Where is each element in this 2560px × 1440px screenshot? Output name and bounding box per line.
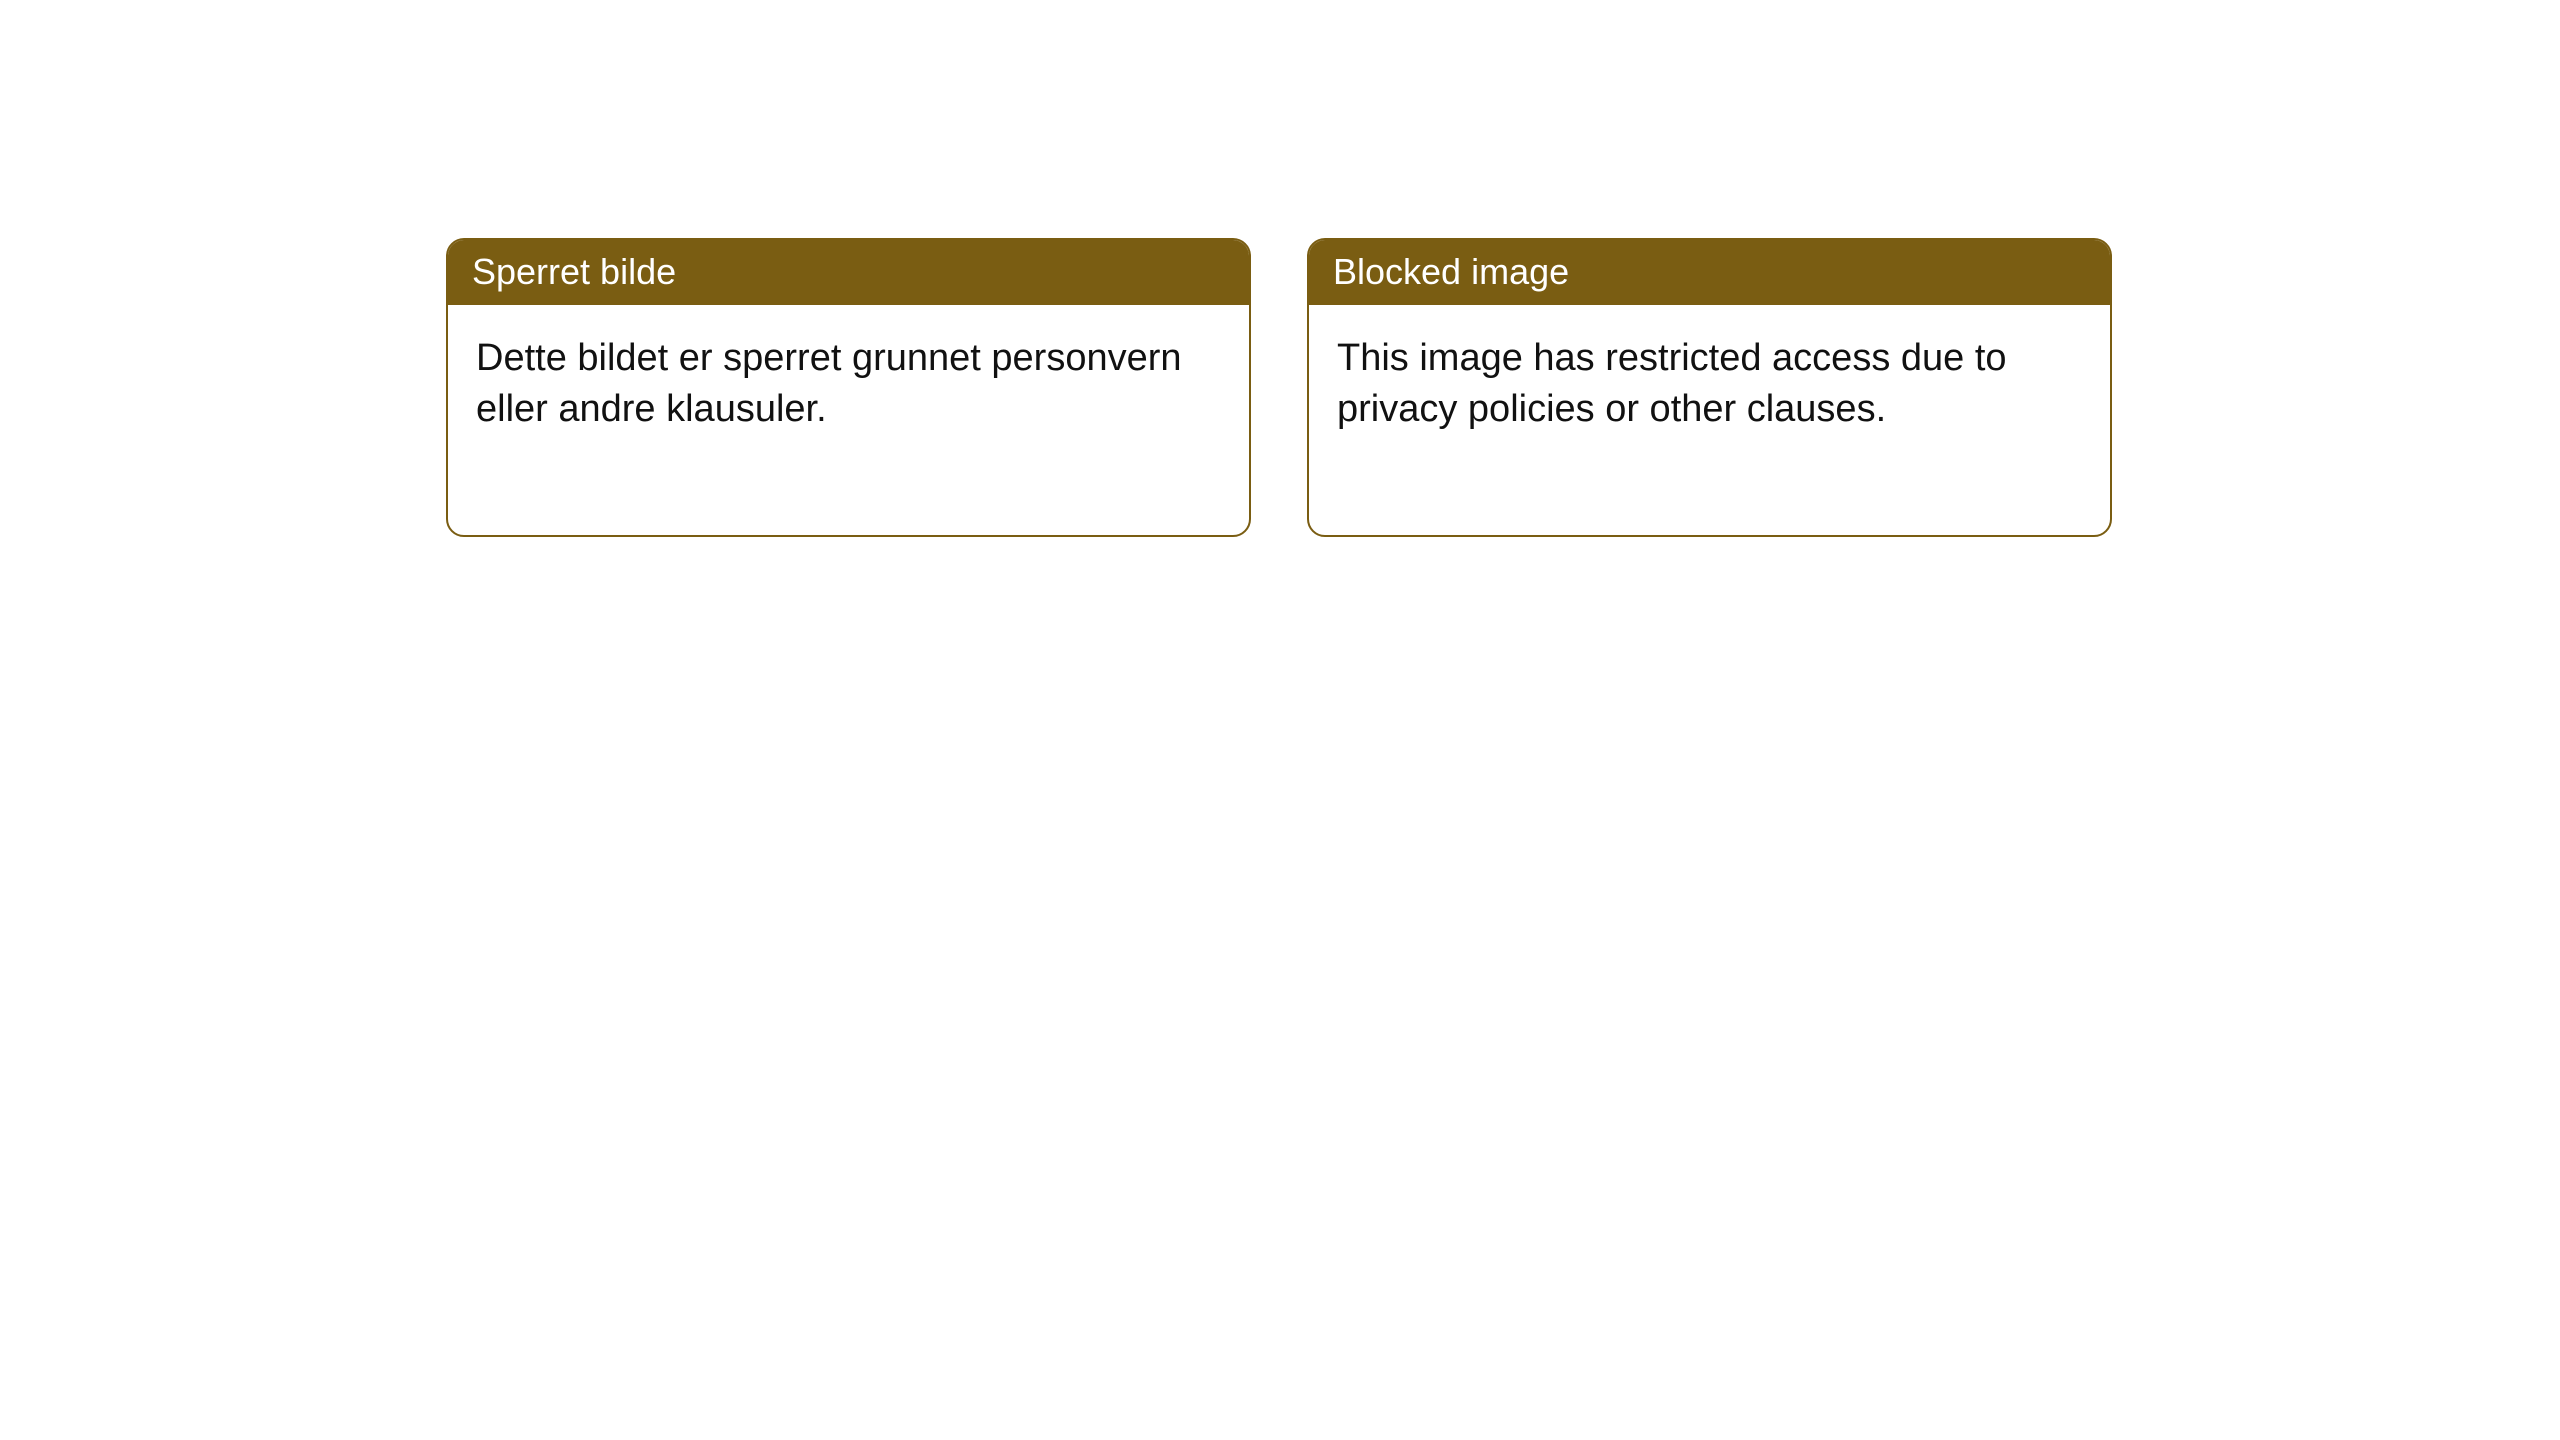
- notice-title-no: Sperret bilde: [448, 240, 1249, 305]
- notice-body-en: This image has restricted access due to …: [1309, 305, 2110, 535]
- notice-card-no: Sperret bilde Dette bildet er sperret gr…: [446, 238, 1251, 537]
- notice-title-en: Blocked image: [1309, 240, 2110, 305]
- notice-container: Sperret bilde Dette bildet er sperret gr…: [0, 0, 2560, 537]
- notice-body-no: Dette bildet er sperret grunnet personve…: [448, 305, 1249, 535]
- notice-card-en: Blocked image This image has restricted …: [1307, 238, 2112, 537]
